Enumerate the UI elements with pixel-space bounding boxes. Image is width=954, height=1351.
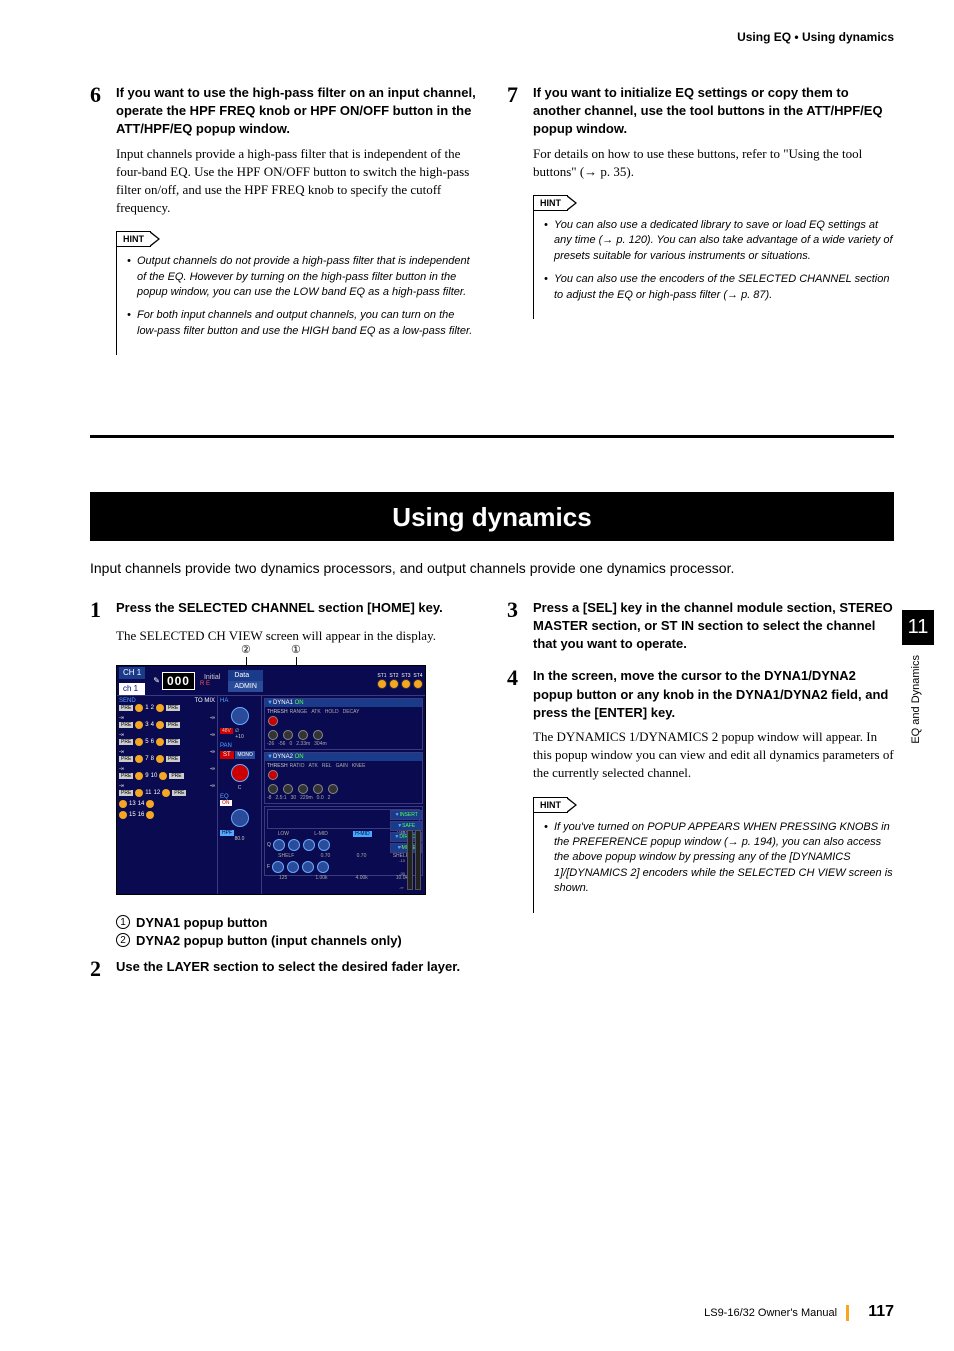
- screenshot-legend: 1 DYNA1 popup button 2 DYNA2 popup butto…: [116, 915, 477, 948]
- sc-right-panel: ▼DYNA1 ON THRESH RANGE ATK HOLD DECAY: [262, 696, 425, 895]
- step-2-number: 2: [90, 958, 108, 980]
- step-1: 1 Press the SELECTED CHANNEL section [HO…: [90, 599, 477, 621]
- section-banner-wrap: Using dynamics: [90, 435, 894, 541]
- hint-7-item-1: You can also use a dedicated library to …: [544, 218, 894, 264]
- sc-re: R E: [200, 681, 220, 687]
- callout-1: ①: [291, 643, 301, 656]
- step-2: 2 Use the LAYER section to select the de…: [90, 958, 477, 980]
- legend-text-2: DYNA2 popup button (input channels only): [136, 933, 402, 948]
- hint-7-item-2: You can also use the encoders of the SEL…: [544, 272, 894, 303]
- hint-7-label: HINT: [533, 195, 568, 211]
- sc-dyna2-section: ▼DYNA2 ON THRESH RATIO ATK REL GAIN KNEE: [264, 752, 423, 804]
- step-6-number: 6: [90, 84, 108, 106]
- sc-st-knobs: ST1 ST2 ST3 ST4: [377, 673, 423, 689]
- header-breadcrumb: Using EQ • Using dynamics: [90, 30, 894, 44]
- step-2-title: Use the LAYER section to select the desi…: [116, 958, 460, 976]
- sc-send-panel: SENDTO MIX PRE12PRE -∞-∞ PRE34PRE -∞-∞ P…: [117, 696, 217, 895]
- step-7-body: For details on how to use these buttons,…: [533, 145, 894, 181]
- sc-meters: -10 -0 -10 -30 -∞: [399, 830, 421, 890]
- step-6-title: If you want to use the high-pass filter …: [116, 84, 477, 139]
- selected-ch-view-screenshot: ② ① CH 1 ch 1 ✎ 000 Initial R E: [116, 665, 477, 895]
- legend-num-2: 2: [116, 933, 130, 947]
- legend-num-1: 1: [116, 915, 130, 929]
- section-banner: Using dynamics: [90, 492, 894, 541]
- hint-6-label: HINT: [116, 231, 151, 247]
- section-dynamics-steps: 1 Press the SELECTED CHANNEL section [HO…: [90, 599, 894, 986]
- step-1-title: Press the SELECTED CHANNEL section [HOME…: [116, 599, 443, 617]
- step-4-body: The DYNAMICS 1/DYNAMICS 2 popup window w…: [533, 728, 894, 783]
- footer-page-number: 117: [868, 1303, 894, 1320]
- hint-4-label: HINT: [533, 797, 568, 813]
- chapter-number: 11: [902, 610, 934, 645]
- footer-manual: LS9-16/32 Owner's Manual: [704, 1307, 837, 1319]
- sc-ch-bot: ch 1: [119, 683, 145, 695]
- chapter-title: EQ and Dynamics: [902, 645, 930, 754]
- hint-4: HINT If you've turned on POPUP APPEARS W…: [533, 795, 894, 913]
- footer-divider: [846, 1305, 849, 1321]
- chapter-side-tab: 11 EQ and Dynamics: [902, 610, 934, 754]
- step-3: 3 Press a [SEL] key in the channel modul…: [507, 599, 894, 654]
- hint-6-item-2: For both input channels and output chann…: [127, 308, 477, 339]
- sc-counter: 000: [162, 672, 195, 690]
- legend-text-1: DYNA1 popup button: [136, 915, 267, 930]
- sc-initial: Initial: [204, 674, 220, 681]
- step-3-title: Press a [SEL] key in the channel module …: [533, 599, 894, 654]
- step-7-number: 7: [507, 84, 525, 106]
- step-4-title: In the screen, move the cursor to the DY…: [533, 667, 894, 722]
- step-6: 6 If you want to use the high-pass filte…: [90, 84, 477, 139]
- step-1-number: 1: [90, 599, 108, 621]
- hint-7: HINT You can also use a dedicated librar…: [533, 193, 894, 319]
- sc-data: Data: [228, 670, 263, 681]
- sc-admin: ADMIN: [228, 681, 263, 692]
- hint-6: HINT Output channels do not provide a hi…: [116, 229, 477, 355]
- sc-dyna1-section: ▼DYNA1 ON THRESH RANGE ATK HOLD DECAY: [264, 698, 423, 750]
- step-7-title: If you want to initialize EQ settings or…: [533, 84, 894, 139]
- page-footer: LS9-16/32 Owner's Manual 117: [704, 1303, 894, 1321]
- section-intro: Input channels provide two dynamics proc…: [90, 559, 894, 579]
- sc-ch-top: CH 1: [119, 667, 145, 679]
- step-7: 7 If you want to initialize EQ settings …: [507, 84, 894, 139]
- section-eq-steps: 6 If you want to use the high-pass filte…: [90, 84, 894, 375]
- screenshot-image: CH 1 ch 1 ✎ 000 Initial R E Data ADMIN: [116, 665, 426, 895]
- sc-mid-panel: HA 48V∅ +10 PAN ST MONO C EQ ON: [217, 696, 262, 895]
- hint-6-item-1: Output channels do not provide a high-pa…: [127, 254, 477, 300]
- step-4-number: 4: [507, 667, 525, 689]
- hint-4-item-1: If you've turned on POPUP APPEARS WHEN P…: [544, 820, 894, 897]
- step-4: 4 In the screen, move the cursor to the …: [507, 667, 894, 722]
- callout-2: ②: [241, 643, 251, 656]
- step-3-number: 3: [507, 599, 525, 621]
- step-6-body: Input channels provide a high-pass filte…: [116, 145, 477, 218]
